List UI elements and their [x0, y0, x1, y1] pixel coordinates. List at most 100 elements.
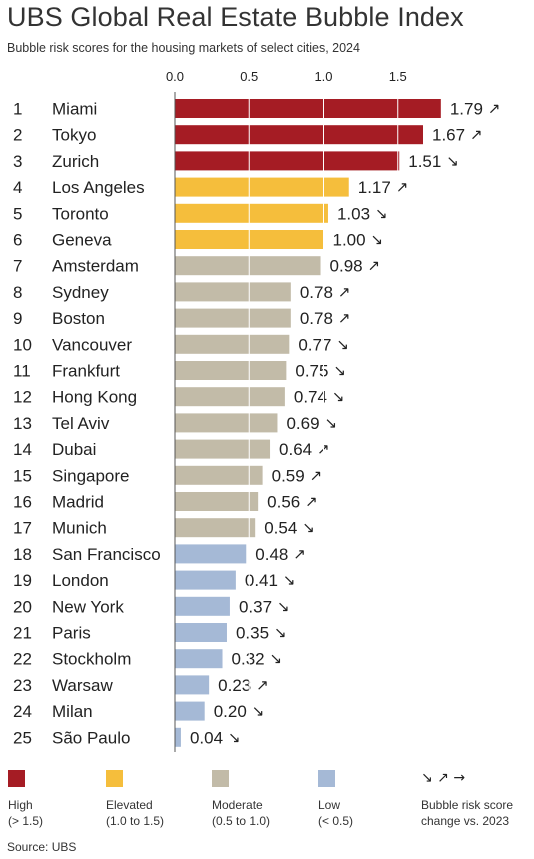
city-label: Stockholm — [52, 650, 131, 669]
source-note: Source: UBS — [7, 840, 77, 854]
city-label: Singapore — [52, 466, 130, 485]
trend-up-icon: ↗ — [256, 676, 269, 694]
legend-range-low: (< 0.5) — [318, 814, 354, 828]
rank-label: 24 — [13, 702, 32, 721]
city-label: Miami — [52, 100, 97, 119]
chart-title: UBS Global Real Estate Bubble Index — [7, 2, 464, 32]
bar — [175, 544, 247, 564]
legend-item-trend: ↘ ↗ → Bubble risk score change vs. 2023 — [421, 770, 513, 829]
value-label: 0.78 — [300, 309, 333, 328]
legend-swatch-moderate — [212, 770, 229, 787]
legend-item-high: High (> 1.5) — [8, 770, 43, 829]
x-tick-label: 1.0 — [314, 69, 332, 84]
x-tick-label: 1.5 — [389, 69, 407, 84]
rank-label: 18 — [13, 545, 32, 564]
legend-range-elevated: (1.0 to 1.5) — [106, 814, 165, 828]
legend-trend-line1: Bubble risk score — [421, 798, 514, 812]
trend-up-icon: ↗ — [305, 493, 318, 511]
city-label: Frankfurt — [52, 362, 120, 381]
trend-down-icon: ↘ — [252, 702, 265, 720]
bar — [175, 596, 230, 616]
bar — [175, 623, 227, 642]
city-label: Munich — [52, 519, 107, 538]
rank-label: 19 — [13, 571, 32, 590]
rank-label: 5 — [13, 204, 22, 223]
bar — [175, 99, 441, 118]
bar — [175, 649, 223, 669]
trend-down-icon: ↘ — [375, 204, 388, 222]
city-label: Paris — [52, 624, 91, 643]
value-label: 0.37 — [239, 597, 272, 616]
value-label: 0.48 — [255, 545, 288, 564]
bar — [175, 361, 287, 380]
value-label: 0.69 — [286, 414, 319, 433]
city-label: Amsterdam — [52, 257, 139, 276]
value-label: 0.04 — [190, 728, 223, 747]
trend-down-icon: ↘ — [333, 362, 346, 380]
x-tick-label: 0.5 — [240, 69, 258, 84]
legend-range-high: (> 1.5) — [8, 814, 44, 828]
bar — [175, 675, 210, 695]
rank-label: 8 — [13, 283, 22, 302]
rank-label: 21 — [13, 624, 32, 643]
value-label: 0.78 — [300, 283, 333, 302]
legend-swatch-low — [318, 770, 335, 787]
rank-label: 16 — [13, 493, 32, 512]
legend-label-elevated: Elevated — [106, 798, 153, 812]
value-label: 1.03 — [337, 204, 370, 223]
rank-label: 22 — [13, 650, 32, 669]
legend-label-high: High — [8, 798, 33, 812]
legend-swatch-elevated — [106, 770, 123, 787]
bar — [175, 125, 423, 145]
trend-up-icon: ↗ — [488, 100, 501, 118]
legend-label-moderate: Moderate — [212, 798, 263, 812]
legend-range-moderate: (0.5 to 1.0) — [212, 814, 271, 828]
value-label: 0.56 — [267, 493, 300, 512]
city-label: Madrid — [52, 493, 104, 512]
bar — [175, 492, 259, 511]
rank-label: 15 — [13, 466, 32, 485]
city-label: Milan — [52, 702, 93, 721]
rank-label: 4 — [13, 178, 22, 197]
value-label: 0.32 — [232, 650, 265, 669]
value-label: 0.74 — [294, 388, 327, 407]
x-tick-label: 0.0 — [166, 69, 184, 84]
bar — [175, 387, 285, 407]
bar — [175, 701, 205, 721]
city-label: Toronto — [52, 204, 109, 223]
bar — [175, 518, 256, 538]
city-label: London — [52, 571, 109, 590]
bar — [175, 439, 271, 459]
trend-down-icon: ↘ — [277, 597, 290, 615]
bar — [175, 727, 181, 747]
rank-label: 14 — [13, 440, 32, 459]
city-label: Geneva — [52, 231, 112, 250]
city-label: Tel Aviv — [52, 414, 110, 433]
bar — [175, 256, 321, 276]
trend-up-icon: ↗ — [338, 283, 351, 301]
bar — [175, 465, 263, 485]
trend-up-icon: ↗ — [293, 545, 306, 563]
trend-down-icon: ↘ — [446, 152, 459, 170]
value-label: 1.79 — [450, 100, 483, 119]
trend-down-icon: ↘ — [302, 519, 315, 537]
value-label: 0.98 — [330, 257, 363, 276]
trend-down-icon: ↘ — [332, 388, 345, 406]
trend-down-icon: ↘ — [283, 571, 296, 589]
bar — [175, 282, 291, 302]
value-label: 0.64 — [279, 440, 312, 459]
legend-trend-line2: change vs. 2023 — [421, 814, 510, 828]
city-label: Tokyo — [52, 126, 96, 145]
bar — [175, 570, 236, 590]
city-label: Boston — [52, 309, 105, 328]
value-label: 0.77 — [298, 335, 331, 354]
bar — [175, 308, 291, 328]
city-label: San Francisco — [52, 545, 161, 564]
rank-label: 2 — [13, 126, 22, 145]
value-label: 1.17 — [358, 178, 391, 197]
rank-label: 9 — [13, 309, 22, 328]
value-label: 0.41 — [245, 571, 278, 590]
value-label: 0.35 — [236, 624, 269, 643]
value-label: 1.67 — [432, 126, 465, 145]
rank-label: 13 — [13, 414, 32, 433]
